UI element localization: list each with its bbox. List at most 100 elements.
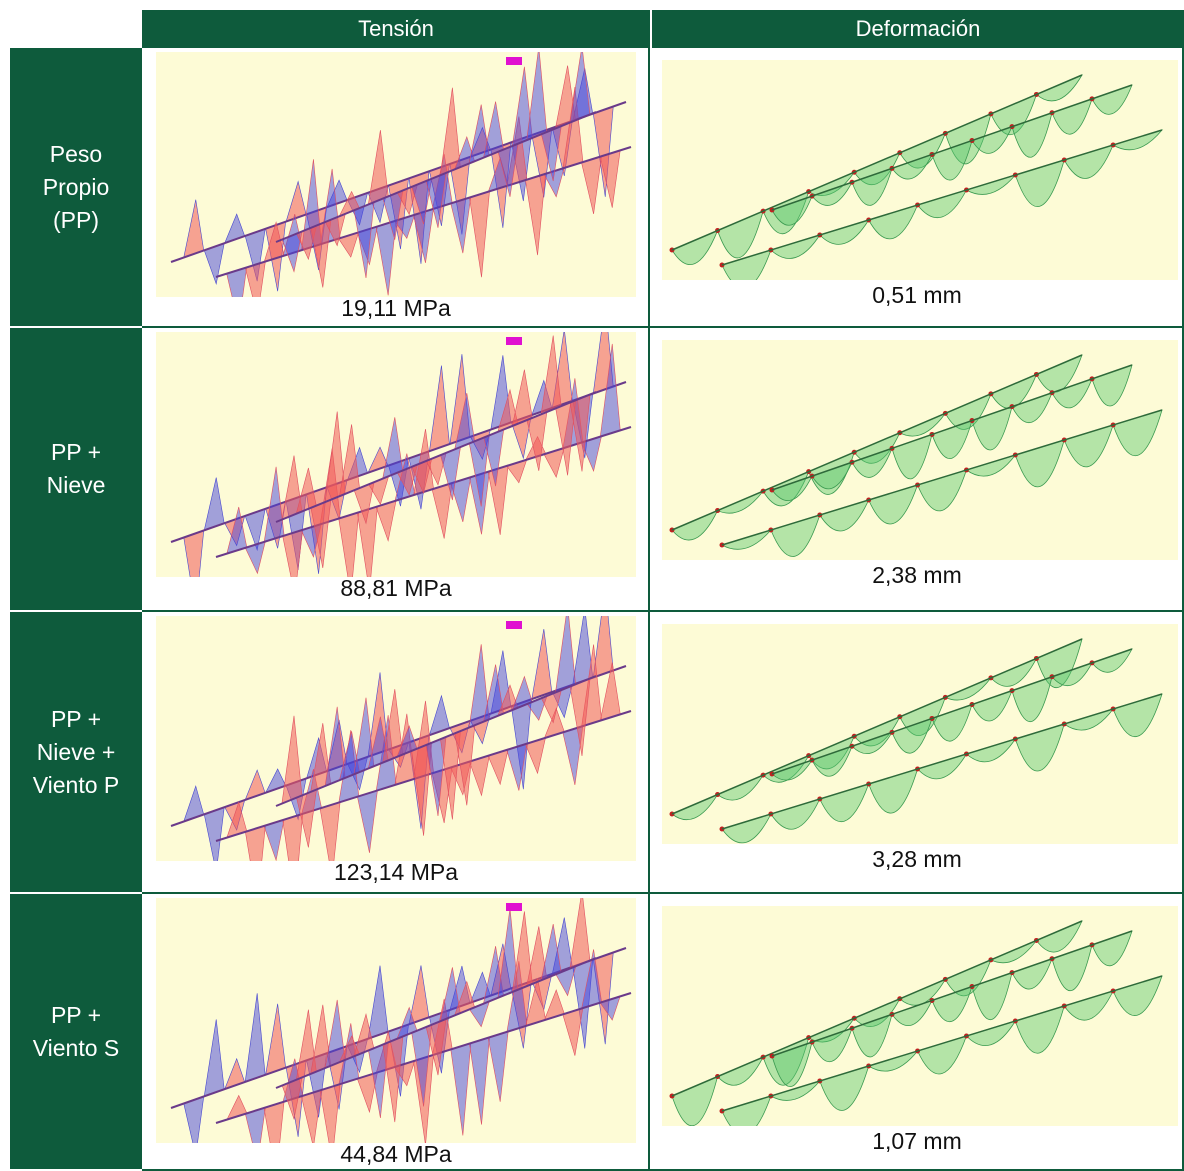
- member: [772, 85, 1132, 210]
- stress-spike: [204, 807, 224, 861]
- row-label: PP + Nieve: [10, 328, 142, 612]
- deformation-lobe: [771, 799, 820, 829]
- deformation-lobe: [718, 775, 764, 800]
- deformation-lobe: [1012, 959, 1052, 989]
- deformation-lobe: [1052, 99, 1092, 134]
- deformation-lobe: [1036, 75, 1082, 101]
- stress-spike: [488, 465, 508, 535]
- row-label: Peso Propio (PP): [10, 48, 142, 328]
- tension-value: 88,81 MPa: [142, 575, 650, 605]
- tension-value: 44,84 MPa: [142, 1141, 650, 1171]
- deformation-lobe: [932, 421, 972, 459]
- stress-spike: [204, 1019, 224, 1096]
- deformation-lobe: [672, 1077, 718, 1126]
- deformation-lobe: [1113, 976, 1162, 1016]
- deformation-lobe: [1113, 694, 1162, 737]
- stress-spike: [283, 813, 303, 861]
- deformation-value: 1,07 mm: [650, 1128, 1184, 1158]
- member: [772, 649, 1132, 774]
- column-header: Tensión: [142, 10, 650, 48]
- tension-value: 123,14 MPa: [142, 859, 650, 889]
- stress-spike: [368, 966, 388, 1039]
- stress-spike: [451, 1043, 471, 1136]
- deformation-lobe: [820, 1066, 869, 1110]
- page: Tensión Deformación Peso Propio (PP)19,1…: [0, 0, 1184, 1171]
- stress-spike: [512, 370, 532, 426]
- tag: [506, 57, 522, 65]
- deformation-lobe: [771, 515, 820, 557]
- deformation-diagram: [662, 60, 1178, 280]
- stress-spike: [429, 366, 449, 452]
- deformation-lobe: [718, 1057, 764, 1085]
- deformation-lobe: [966, 455, 1015, 476]
- deformation-lobe: [1064, 709, 1113, 730]
- row-label: PP + Nieve + Viento P: [10, 612, 142, 894]
- deformation-lobe: [1064, 145, 1113, 178]
- deformation-lobe: [966, 739, 1015, 762]
- tag: [506, 903, 522, 911]
- stress-diagram: [156, 52, 636, 297]
- deformation-lobe: [1064, 991, 1113, 1020]
- stress-spike: [570, 898, 590, 968]
- tension-value: 19,11 MPa: [142, 295, 650, 325]
- deformation-lobe: [820, 500, 869, 531]
- deformation-lobe: [820, 784, 869, 822]
- stress-spike: [532, 629, 552, 699]
- deformation-lobe: [918, 190, 967, 218]
- stress-spike: [245, 993, 265, 1082]
- stress-spike: [368, 130, 388, 204]
- deformation-value: 0,51 mm: [650, 282, 1184, 312]
- deformation-diagram: [662, 906, 1178, 1126]
- stress-spike: [204, 478, 224, 531]
- deformation-lobe: [1036, 921, 1082, 952]
- deformation-lobe: [722, 1096, 771, 1126]
- stress-spike: [320, 1084, 340, 1143]
- member: [772, 931, 1132, 1056]
- stress-diagram: [156, 898, 636, 1143]
- member: [772, 365, 1132, 490]
- deformation-lobe: [672, 511, 718, 541]
- deformation-value: 2,38 mm: [650, 562, 1184, 592]
- stress-spike: [320, 802, 340, 861]
- deformation-lobe: [771, 235, 820, 258]
- deformation-lobe: [972, 691, 1012, 721]
- deformation-lobe: [1092, 85, 1132, 114]
- deformation-lobe: [869, 769, 918, 813]
- stress-spike: [470, 1037, 490, 1125]
- tag: [506, 621, 522, 629]
- stress-spike: [526, 173, 546, 255]
- stress-spike: [582, 156, 602, 214]
- stress-diagram: [156, 616, 636, 861]
- deformation-diagram: [662, 340, 1178, 560]
- stress-spike: [357, 790, 377, 853]
- deformation-lobe: [1092, 931, 1132, 966]
- stress-spike: [184, 200, 204, 258]
- stress-spike: [383, 417, 403, 478]
- stress-spike: [484, 102, 504, 158]
- row-label: PP + Viento S: [10, 894, 142, 1171]
- stress-spike: [311, 220, 331, 287]
- deformation-value: 3,28 mm: [650, 846, 1184, 876]
- deformation-lobe: [869, 205, 918, 239]
- stress-spike: [282, 716, 302, 803]
- deformation-lobe: [918, 1036, 967, 1074]
- stress-spike: [563, 1008, 583, 1056]
- deformation-lobe: [1064, 425, 1113, 467]
- tag: [506, 337, 522, 345]
- stress-spike: [570, 52, 590, 122]
- deformation-lobe: [722, 814, 771, 843]
- stress-spike: [527, 52, 547, 140]
- stress-spike: [283, 529, 303, 577]
- stress-spike: [470, 191, 490, 277]
- stress-spike: [339, 512, 359, 577]
- deformation-lobe: [672, 795, 718, 820]
- stress-spike: [556, 616, 576, 692]
- stress-spike: [527, 413, 547, 471]
- deformation-diagram: [662, 624, 1178, 844]
- deformation-lobe: [869, 485, 918, 524]
- deformation-lobe: [718, 211, 764, 258]
- deformation-lobe: [722, 250, 771, 280]
- stress-spike: [266, 1004, 286, 1075]
- stress-spike: [432, 483, 452, 539]
- stress-spike: [488, 1031, 508, 1102]
